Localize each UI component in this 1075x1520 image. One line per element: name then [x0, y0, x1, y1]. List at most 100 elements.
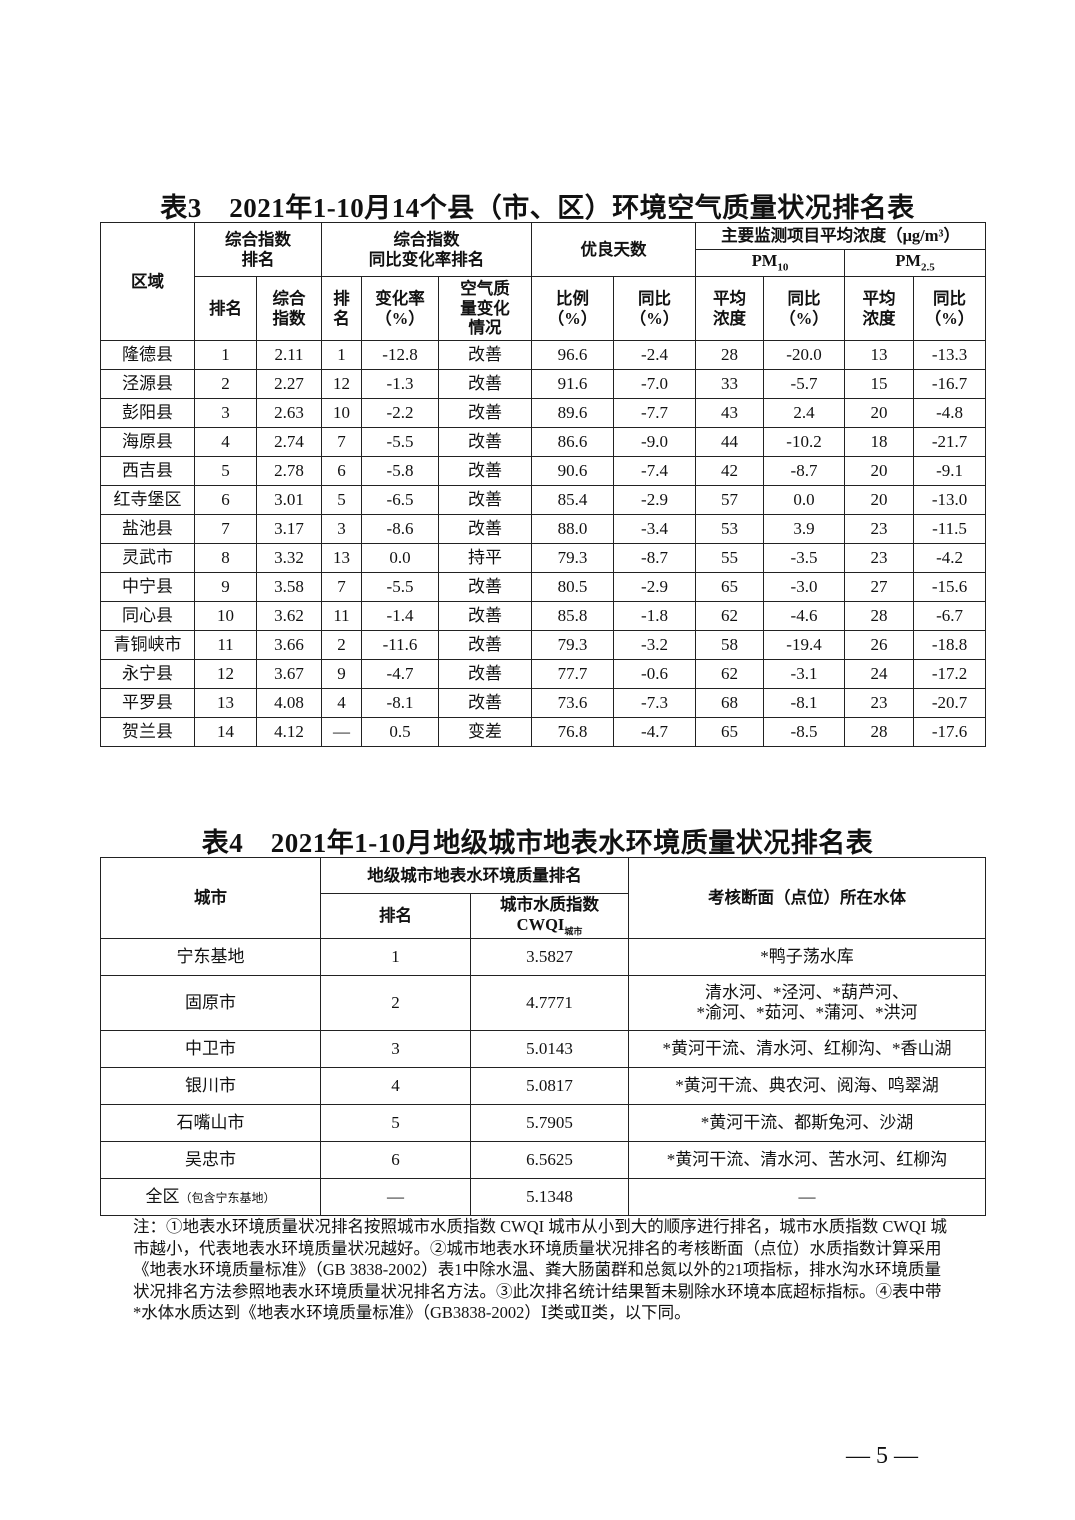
table-cell: —	[321, 717, 362, 747]
table-cell: 3.67	[256, 659, 322, 689]
table-cell: -5.5	[361, 427, 439, 457]
table-cell: 11	[194, 630, 257, 660]
table-cell: 96.6	[531, 340, 615, 370]
table-row: 隆德县 1 2.11 1 -12.8 改善 96.6 -2.4 28 -20.0 13 -13.3	[100, 340, 987, 370]
table-cell: 7	[321, 427, 362, 457]
table-cell: 同心县	[100, 601, 195, 631]
table-cell: -5.5	[361, 572, 439, 602]
header-pm25-yoy: 同比 （%）	[913, 276, 987, 341]
table-cell: 改善	[437, 456, 533, 486]
table-cell: 海原县	[100, 427, 195, 457]
table-cell: 2.78	[256, 456, 322, 486]
table-cell: 28	[844, 717, 915, 747]
table-cell: 清水河、*泾河、*葫芦河、 *渝河、*茹河、*蒲河、*洪河	[628, 975, 986, 1031]
table-cell: -3.4	[613, 514, 697, 544]
table-cell: 57	[695, 485, 765, 515]
table-cell: 23	[844, 514, 915, 544]
table-cell: 改善	[437, 398, 533, 428]
table-cell: 24	[844, 659, 915, 689]
table-cell: -2.9	[613, 572, 697, 602]
header-region: 区域	[100, 222, 195, 341]
table-cell: 彭阳县	[100, 398, 195, 428]
table-cell: 改善	[437, 572, 533, 602]
table-cell: 20	[844, 456, 915, 486]
air-quality-ranking-table: 区域 综合指数 排名 综合指数 同比变化率排名 优良天数 主要监测项目平均浓度（…	[100, 222, 987, 747]
table-cell: -7.0	[613, 369, 697, 399]
table-cell: 改善	[437, 688, 533, 718]
table-cell: 改善	[437, 630, 533, 660]
table-cell: 平罗县	[100, 688, 195, 718]
table-cell: 青铜峡市	[100, 630, 195, 660]
table-row: 宁东基地 1 3.5827 *鸭子荡水库	[100, 938, 986, 976]
table-cell: 3	[321, 514, 362, 544]
table-cell: *黄河干流、清水河、红柳沟、*香山湖	[628, 1030, 986, 1068]
table-cell: 7	[194, 514, 257, 544]
table-row: 红寺堡区 6 3.01 5 -6.5 改善 85.4 -2.9 57 0.0 20 -13.0	[100, 485, 987, 515]
header-air-change: 空气质 量变化 情况	[437, 276, 533, 341]
table-cell: 68	[695, 688, 765, 718]
table-cell: 盐池县	[100, 514, 195, 544]
table-cell: -8.5	[763, 717, 846, 747]
table-cell: 55	[695, 543, 765, 573]
table-cell: 90.6	[531, 456, 615, 486]
table-cell: -8.7	[763, 456, 846, 486]
table-cell: 79.3	[531, 543, 615, 573]
table-cell: 65	[695, 572, 765, 602]
table-cell: 吴忠市	[100, 1141, 321, 1179]
table-cell: 2.74	[256, 427, 322, 457]
table-cell: -2.4	[613, 340, 697, 370]
table-row: 中卫市 3 5.0143 *黄河干流、清水河、红柳沟、*香山湖	[100, 1030, 986, 1068]
table-cell: -20.7	[913, 688, 987, 718]
table-cell: 6	[194, 485, 257, 515]
header-change-rate: 变化率 （%）	[361, 276, 439, 341]
table-cell: -19.4	[763, 630, 846, 660]
table-cell: 23	[844, 543, 915, 573]
table-cell: 13	[321, 543, 362, 573]
header-composite-rank: 综合指数 排名	[194, 222, 322, 277]
table-cell: -7.4	[613, 456, 697, 486]
table-cell: —	[320, 1178, 471, 1216]
table-cell: -15.6	[913, 572, 987, 602]
table-cell: 86.6	[531, 427, 615, 457]
header-change-rank: 综合指数 同比变化率排名	[320, 222, 533, 277]
table-cell: 85.4	[531, 485, 615, 515]
table-cell: 改善	[437, 485, 533, 515]
table-cell: 12	[321, 369, 362, 399]
table-cell: *黄河干流、都斯兔河、沙湖	[628, 1104, 986, 1142]
table-cell: 改善	[437, 427, 533, 457]
table-cell: 62	[695, 659, 765, 689]
table-cell: -8.6	[361, 514, 439, 544]
table-cell: 0.5	[361, 717, 439, 747]
table-cell: -8.1	[763, 688, 846, 718]
table-cell: 3.9	[763, 514, 846, 544]
header-change-rank-sub: 排 名	[321, 276, 362, 341]
header-pm25: PM2.5	[844, 249, 987, 277]
table-cell: 3	[320, 1030, 471, 1068]
surface-water-ranking-table: 城市 地级城市地表水环境质量排名 考核断面（点位）所在水体 排名 城市水质指数 …	[100, 857, 986, 1216]
table-cell: 2.11	[256, 340, 322, 370]
header-rank-group: 地级城市地表水环境质量排名	[320, 857, 629, 894]
table-cell: 4.12	[256, 717, 322, 747]
table-cell: 5	[321, 485, 362, 515]
table-cell: 3.5827	[470, 938, 629, 976]
page-number: — 5 —	[846, 1443, 918, 1469]
table-cell: 泾源县	[100, 369, 195, 399]
header-pm25-avg: 平均 浓度	[844, 276, 915, 341]
table-row: 永宁县 12 3.67 9 -4.7 改善 77.7 -0.6 62 -3.1 24 -17.2	[100, 659, 987, 689]
table3-title: 表3 2021年1-10月14个县（市、区）环境空气质量状况排名表	[160, 193, 915, 223]
table-cell: 88.0	[531, 514, 615, 544]
header-cwqi: 城市水质指数 CWQI城市	[470, 893, 629, 939]
table-cell: 43	[695, 398, 765, 428]
table-cell: 4	[321, 688, 362, 718]
table-cell: 3.66	[256, 630, 322, 660]
table-cell: 5.1348	[470, 1178, 629, 1216]
table-cell: 持平	[437, 543, 533, 573]
table-cell: -21.7	[913, 427, 987, 457]
table-cell: 4.08	[256, 688, 322, 718]
table-cell: 20	[844, 398, 915, 428]
table-cell: 改善	[437, 369, 533, 399]
table-cell: -4.2	[913, 543, 987, 573]
total-row: 全区（包含宁东基地） —5.1348—	[100, 1178, 986, 1216]
table-cell: 红寺堡区	[100, 485, 195, 515]
table-cell: 3.17	[256, 514, 322, 544]
